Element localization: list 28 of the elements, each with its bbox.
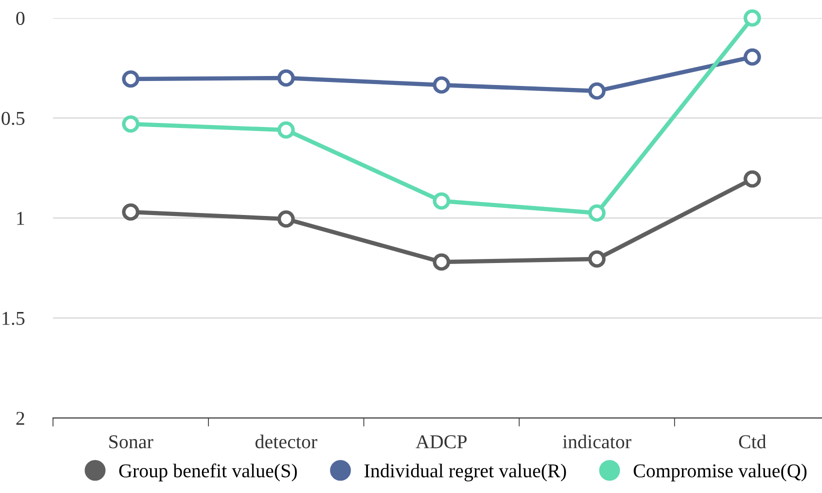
x-tick-label: detector [255,434,318,448]
point [744,170,761,188]
point [277,210,295,228]
point [588,82,606,100]
point [277,121,295,139]
x-tick-label: Ctd [739,434,766,448]
y-tick-label: 1 [17,212,24,225]
point [588,204,606,222]
y-tick-label: 1.5 [2,312,24,326]
point [277,69,295,87]
point [122,203,140,221]
legend-label: Individual regret value(R) [364,464,566,482]
x-tick-label: ADCP [416,435,467,448]
point [122,70,140,88]
point [432,76,450,94]
x-tick-label: indicator [562,434,632,448]
point [588,250,606,268]
point [432,192,450,210]
y-tick-label: 0 [16,12,24,25]
y-tick-label: 2 [16,412,24,425]
y-tick-label: 0.5 [2,112,24,126]
point [122,115,140,133]
x-tick-label: Sonar [109,435,154,448]
point [432,253,450,271]
legend-label: Compromise value(Q) [634,464,806,482]
point [744,9,761,27]
legend-label: Group benefit value(S) [119,464,297,482]
point [744,48,761,66]
